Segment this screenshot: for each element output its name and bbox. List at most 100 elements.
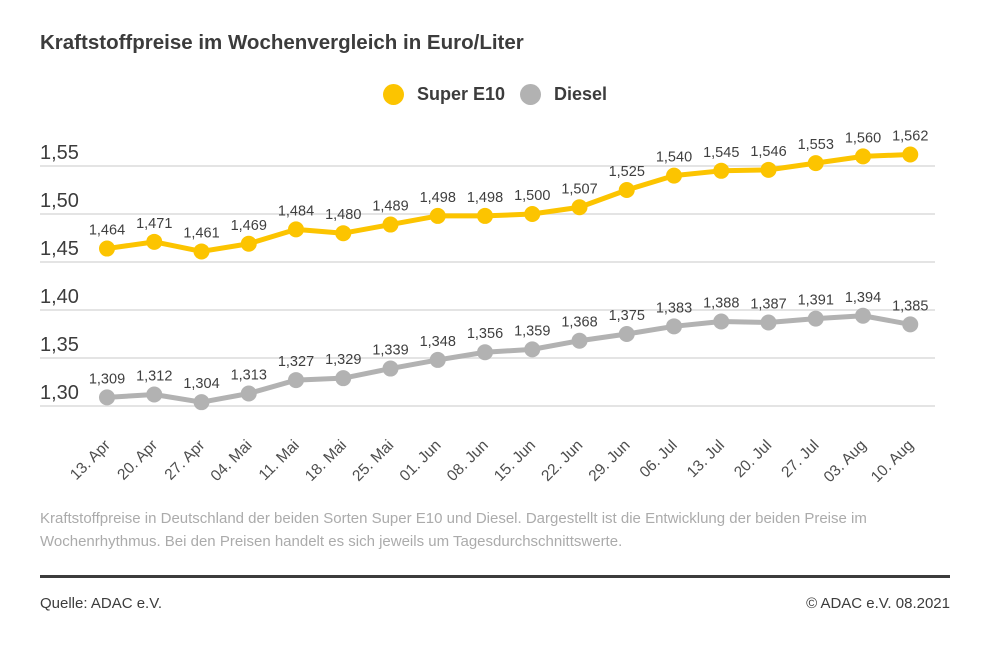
data-point-marker [618, 326, 635, 342]
data-point-value: 1,348 [420, 334, 456, 350]
data-point-marker [855, 148, 871, 165]
data-point-value: 1,391 [798, 293, 834, 309]
chart-description: Kraftstoffpreise in Deutschland der beid… [40, 510, 867, 550]
x-tick-label: 04. Mai [208, 437, 256, 485]
legend-item-super-e10: Super E10 [382, 84, 505, 105]
data-point-marker [240, 385, 257, 402]
y-tick-label: 1,30 [40, 382, 79, 404]
data-point-marker [807, 155, 824, 172]
x-tick-label: 18. Mai [302, 437, 350, 485]
data-point-marker [524, 206, 541, 222]
data-point-value: 1,394 [845, 290, 881, 306]
x-tick-label: 20. Apr [114, 437, 161, 484]
legend: Super E10 Diesel [0, 84, 990, 105]
x-tick-label: 06. Jul [637, 437, 681, 481]
data-point-value: 1,498 [467, 190, 503, 206]
data-point-marker [713, 313, 730, 330]
x-tick-label: 22. Jun [538, 437, 586, 485]
y-tick-label: 1,45 [40, 238, 79, 260]
data-point-value: 1,562 [892, 128, 928, 144]
data-point-value: 1,500 [514, 188, 550, 204]
data-point-marker [760, 161, 777, 178]
x-tick-label: 25. Mai [349, 437, 397, 485]
data-point-marker [335, 225, 352, 242]
x-tick-label: 13. Apr [67, 437, 114, 484]
data-point-marker [524, 341, 541, 358]
data-point-value: 1,385 [892, 298, 928, 314]
y-tick-label: 1,50 [40, 190, 79, 212]
data-point-value: 1,312 [136, 368, 172, 384]
data-point-value: 1,489 [372, 199, 408, 215]
x-tick-label: 27. Jul [778, 437, 822, 481]
data-point-value: 1,480 [325, 207, 361, 223]
copyright-label: © ADAC e.V. 08.2021 [806, 595, 950, 612]
data-point-marker [335, 370, 352, 387]
data-point-marker [382, 216, 399, 233]
data-point-value: 1,464 [89, 223, 125, 239]
y-tick-label: 1,40 [40, 286, 79, 308]
data-point-value: 1,327 [278, 354, 314, 370]
source-label: Quelle: ADAC e.V. [40, 595, 163, 612]
legend-label-super-e10: Super E10 [416, 84, 505, 104]
data-point-value: 1,359 [514, 323, 550, 339]
data-point-value: 1,356 [467, 326, 503, 342]
data-point-marker [288, 372, 304, 389]
data-point-marker [429, 351, 446, 368]
x-tick-label: 27. Apr [162, 437, 209, 484]
legend-item-diesel: Diesel [520, 84, 607, 105]
data-point-marker [288, 221, 304, 238]
x-tick-label: 20. Jul [731, 437, 775, 481]
chart-title: Kraftstoffpreise im Wochenvergleich in E… [40, 31, 524, 54]
data-point-marker [666, 167, 682, 184]
data-point-marker [760, 314, 777, 331]
data-point-marker [240, 235, 257, 252]
x-tick-label: 08. Jun [444, 437, 492, 485]
data-point-value: 1,461 [183, 225, 219, 241]
series-line-super-e10 [104, 151, 913, 254]
y-tick-label: 1,55 [40, 142, 79, 164]
data-point-value: 1,383 [656, 300, 692, 316]
data-point-value: 1,388 [703, 296, 739, 312]
y-tick-label: 1,35 [40, 334, 79, 356]
data-point-marker [146, 386, 163, 403]
data-point-value: 1,469 [231, 218, 267, 234]
data-point-value: 1,329 [325, 352, 361, 368]
x-tick-label: 11. Mai [256, 437, 303, 484]
data-point-marker [382, 360, 399, 377]
data-point-marker [477, 344, 493, 361]
data-point-marker [618, 182, 635, 198]
x-tick-label: 10. Aug [868, 437, 917, 486]
data-point-marker [902, 146, 919, 163]
data-point-marker [429, 207, 446, 224]
data-point-marker [99, 389, 115, 406]
footer-divider [40, 575, 950, 578]
data-point-marker [855, 307, 871, 324]
x-tick-label: 03. Aug [821, 437, 870, 486]
data-point-marker [146, 233, 163, 250]
data-point-value: 1,309 [89, 371, 125, 387]
data-point-value: 1,339 [372, 343, 408, 359]
data-point-value: 1,375 [609, 308, 645, 324]
data-point-value: 1,471 [136, 216, 172, 232]
legend-dot-diesel-icon [520, 84, 541, 105]
data-point-value: 1,313 [231, 368, 267, 384]
data-point-marker [477, 207, 493, 224]
legend-dot-super-e10-icon [382, 84, 404, 105]
data-point-marker [571, 199, 588, 216]
data-point-value: 1,484 [278, 203, 314, 219]
x-tick-label: 15. Jun [491, 437, 539, 485]
data-point-value: 1,545 [703, 145, 739, 161]
data-point-value: 1,304 [183, 376, 219, 392]
data-point-value: 1,368 [561, 315, 597, 331]
legend-label-diesel: Diesel [554, 84, 608, 104]
data-point-value: 1,525 [609, 164, 645, 180]
data-point-marker [807, 310, 824, 327]
series-line-diesel [104, 313, 913, 405]
data-point-marker [99, 240, 115, 257]
data-point-value: 1,540 [656, 150, 692, 166]
data-point-marker [193, 394, 210, 411]
data-point-marker [571, 332, 588, 349]
data-point-marker [193, 243, 210, 260]
